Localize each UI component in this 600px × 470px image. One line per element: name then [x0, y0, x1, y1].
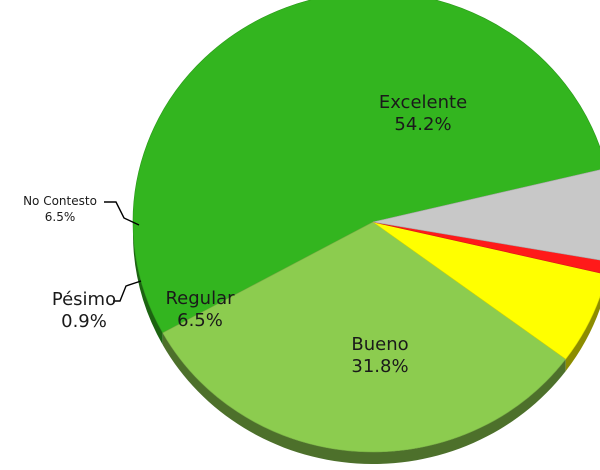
slice-label-regular: Regular: [165, 288, 235, 309]
slice-value-pesimo: 0.9%: [61, 311, 107, 332]
leader-line-pesimo: [113, 280, 142, 302]
pie-slices: [132, 0, 600, 453]
slice-value-excelente: 54.2%: [394, 114, 451, 135]
slice-labels: Excelente54.2%Bueno31.8%Regular6.5%Pésim…: [23, 92, 467, 377]
leader-line-no-contesto: [104, 201, 140, 226]
slice-label-no-contesto: No Contesto: [23, 194, 97, 208]
slice-pesimo: [372, 221, 600, 274]
slice-bueno: [162, 221, 567, 453]
slice-value-no-contesto: 6.5%: [45, 210, 76, 224]
slice-label-pesimo: Pésimo: [52, 289, 116, 310]
slice-value-bueno: 31.8%: [351, 356, 408, 377]
slice-label-excelente: Excelente: [379, 92, 467, 113]
slice-side-bueno: [162, 332, 566, 465]
slice-label-bueno: Bueno: [351, 334, 408, 355]
slice-value-regular: 6.5%: [177, 310, 223, 331]
leader-lines: [104, 201, 142, 302]
slice-no-contesto: [372, 169, 600, 261]
slice-regular: [372, 221, 600, 360]
slice-excelente: [132, 0, 600, 334]
